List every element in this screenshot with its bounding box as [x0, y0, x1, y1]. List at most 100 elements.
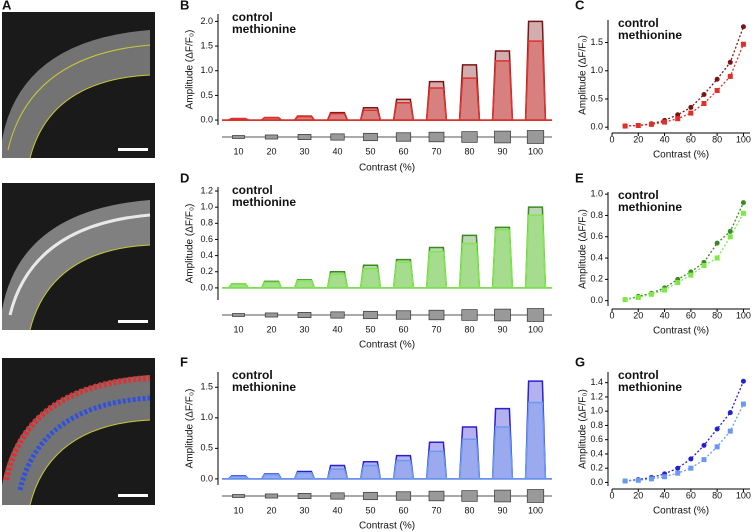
y-tick-label: 1.2: [200, 185, 213, 195]
response-trace: [524, 214, 547, 288]
x-axis-label: Contrast (%): [359, 163, 415, 174]
response-trace: [359, 267, 382, 289]
x-tick-label: 50: [365, 505, 375, 515]
y-axis-label: Amplitude (ΔF/F₀): [185, 204, 196, 284]
response-trace: [458, 77, 481, 121]
x-tick-label: 60: [398, 324, 408, 334]
data-point: [727, 59, 733, 65]
response-trace: [293, 279, 316, 289]
y-tick-label: 0.2: [200, 266, 213, 276]
panel-label: B: [180, 0, 189, 12]
stimulus-box: [232, 313, 245, 317]
x-tick-label: 70: [431, 146, 441, 156]
response-trace: [359, 464, 382, 480]
y-tick-label: 0.5: [590, 93, 603, 103]
legend-label: methionine: [618, 380, 682, 394]
data-point: [662, 119, 668, 125]
x-tick-label: 10: [233, 324, 243, 334]
y-tick-label: 0.2: [590, 463, 603, 473]
stimulus-box: [297, 493, 312, 499]
y-tick-label: 0.8: [590, 420, 603, 430]
fit-line: [625, 381, 745, 482]
legend-label: control: [232, 10, 273, 24]
fit-line: [625, 212, 744, 301]
y-axis-label: Amplitude (ΔF/F₀): [185, 30, 196, 110]
data-point: [701, 100, 707, 106]
stimulus-box: [494, 489, 511, 503]
y-tick-label: 0.2: [590, 274, 603, 284]
y-tick-label: 0.0: [590, 122, 603, 132]
data-point: [714, 240, 720, 246]
x-tick-label: 60: [398, 505, 408, 515]
data-point: [688, 465, 694, 471]
stimulus-box: [363, 491, 378, 501]
x-tick-label: 80: [464, 505, 474, 515]
x-tick-label: 60: [398, 146, 408, 156]
legend-label: control: [618, 188, 659, 202]
stimulus-box: [428, 490, 445, 502]
data-point: [740, 41, 746, 47]
x-tick-label: 20: [633, 134, 643, 144]
response-trace: [326, 273, 349, 289]
micrograph: [2, 12, 155, 159]
data-point: [622, 297, 628, 303]
data-point: [675, 465, 681, 471]
legend-label: methionine: [232, 195, 296, 209]
data-point: [662, 474, 668, 480]
y-tick-label: 0.8: [590, 210, 603, 220]
response-trace: [228, 475, 249, 480]
x-tick-label: 20: [266, 324, 276, 334]
fit-line: [625, 44, 745, 127]
data-point: [727, 410, 733, 416]
response-trace: [491, 229, 514, 288]
stimulus-box: [395, 491, 412, 501]
stimulus-box: [461, 131, 478, 143]
stimulus-box: [526, 130, 545, 144]
panel-label: C: [575, 0, 585, 12]
stimulus-box: [232, 494, 245, 498]
stimulus-box: [461, 490, 478, 502]
x-tick-label: 40: [332, 324, 342, 334]
x-tick-label: 100: [528, 505, 543, 515]
x-tick-label: 40: [660, 490, 670, 500]
y-tick-label: 1.5: [590, 37, 603, 47]
data-point: [701, 442, 707, 448]
x-tick-label: 30: [299, 146, 309, 156]
y-tick-label: 0.6: [590, 434, 603, 444]
x-axis-label: Contrast (%): [653, 326, 709, 337]
y-tick-label: 1.0: [590, 189, 603, 199]
data-point: [740, 401, 746, 407]
response-trace: [524, 401, 547, 479]
panel-label: A: [2, 0, 12, 12]
data-point: [688, 110, 694, 116]
response-trace: [227, 283, 250, 289]
data-point: [648, 121, 654, 127]
y-tick-label: 0.5: [200, 443, 213, 453]
data-point: [714, 255, 720, 261]
data-point: [727, 73, 733, 79]
y-tick-label: 1.2: [590, 391, 603, 401]
response-trace: [293, 472, 316, 480]
data-point: [622, 123, 628, 129]
x-tick-label: 100: [736, 490, 751, 500]
x-tick-label: 30: [299, 324, 309, 334]
data-point: [701, 263, 707, 269]
data-point: [635, 477, 641, 483]
x-tick-label: 70: [431, 505, 441, 515]
x-tick-label: 100: [528, 324, 543, 334]
y-tick-label: 0.8: [200, 218, 213, 228]
stimulus-box: [494, 130, 511, 144]
y-tick-label: 1.0: [200, 65, 213, 75]
stimulus-box: [330, 311, 345, 319]
x-tick-label: 30: [299, 505, 309, 515]
x-tick-label: 40: [660, 310, 670, 320]
data-point: [701, 91, 707, 97]
x-tick-label: 80: [464, 324, 474, 334]
response-trace: [260, 281, 283, 289]
response-trace: [326, 468, 349, 480]
fit-line: [624, 202, 745, 301]
legend-label: control: [618, 16, 659, 30]
data-point: [727, 234, 733, 240]
response-trace: [491, 426, 514, 479]
